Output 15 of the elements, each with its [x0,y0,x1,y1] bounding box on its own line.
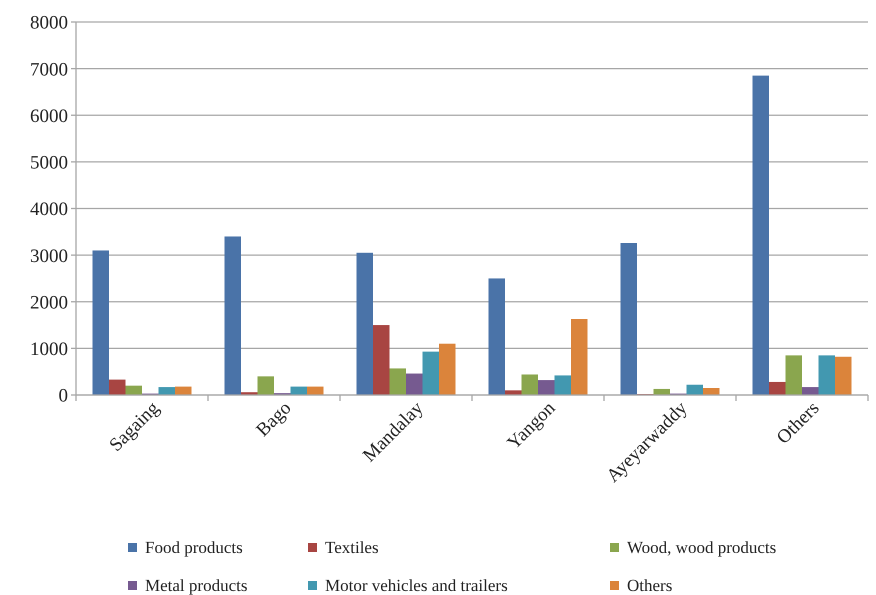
legend-label: Wood, wood products [627,538,776,557]
y-tick-label: 8000 [30,12,68,34]
legend-label: Metal products [145,576,248,595]
y-tick-label: 6000 [30,106,68,127]
legend-label: Motor vehicles and trailers [325,576,508,595]
y-tick-label: 7000 [30,59,68,80]
y-tick-label: 2000 [30,292,68,314]
legend-label: Others [627,576,672,595]
y-tick-label: 5000 [30,152,68,174]
y-tick-label: 0 [58,386,68,407]
y-tick-label: 3000 [30,246,68,267]
y-tick-label: 4000 [30,199,68,220]
y-tick-label: 1000 [30,339,68,360]
legend-label: Textiles [325,538,379,557]
legend-label: Food products [145,538,243,557]
